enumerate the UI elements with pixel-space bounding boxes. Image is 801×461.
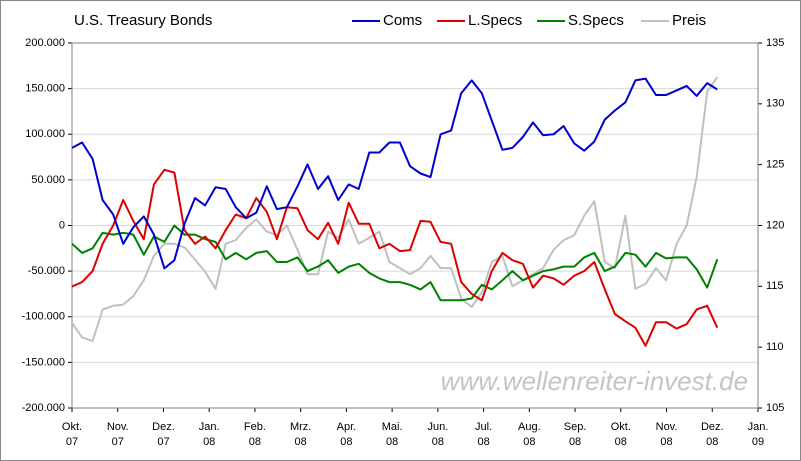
y2-tick-label: 110: [766, 341, 784, 353]
x-tick-label: Okt. 07: [62, 421, 82, 448]
y2-tick-label: 120: [766, 219, 784, 231]
y2-tick-label: 130: [766, 98, 784, 110]
y2-tick-label: 115: [766, 280, 784, 292]
legend-label: Preis: [672, 12, 706, 29]
y2-tick-label: 125: [766, 159, 784, 171]
y2-tick-label: 105: [766, 402, 784, 414]
x-tick-label: Jan. 09: [748, 421, 769, 448]
x-tick-label: Jul. 08: [475, 421, 492, 448]
x-tick-label: Dez. 07: [152, 421, 175, 448]
y-tick-label: 0: [59, 219, 65, 231]
y-tick-label: -50.000: [28, 265, 65, 277]
x-tick-label: Mai. 08: [382, 421, 403, 448]
legend-label: L.Specs: [468, 12, 522, 29]
x-tick-label: Aug. 08: [518, 421, 541, 448]
legend-label: S.Specs: [568, 12, 624, 29]
series-line: [71, 224, 719, 302]
x-tick-label: Apr. 08: [337, 421, 357, 448]
y-tick-label: 200.000: [25, 37, 65, 49]
x-tick-label: Nov. 08: [656, 421, 678, 448]
x-tick-label: Jan. 08: [199, 421, 220, 448]
y-tick-label: 50.000: [31, 174, 65, 186]
y-tick-label: -100.000: [22, 311, 65, 323]
y-tick-label: -150.000: [22, 356, 65, 368]
series-line: [71, 168, 719, 347]
watermark: www.wellenreiter-invest.de: [441, 366, 748, 396]
legend-label: Coms: [383, 12, 422, 29]
x-tick-label: Jun. 08: [427, 421, 448, 448]
y-tick-label: 100.000: [25, 128, 65, 140]
x-tick-label: Okt. 08: [611, 421, 631, 448]
series-line: [71, 77, 718, 270]
x-tick-label: Sep. 08: [564, 421, 587, 448]
chart-title: U.S. Treasury Bonds: [74, 12, 212, 29]
x-tick-label: Dez. 08: [701, 421, 724, 448]
x-tick-label: Mrz. 08: [290, 421, 311, 448]
y-tick-label: 150.000: [25, 83, 65, 95]
y-tick-label: -200.000: [22, 402, 65, 414]
y2-tick-label: 135: [766, 37, 784, 49]
plot-frame: [71, 42, 759, 409]
x-tick-label: Feb. 08: [244, 421, 266, 448]
x-tick-label: Nov. 07: [107, 421, 129, 448]
